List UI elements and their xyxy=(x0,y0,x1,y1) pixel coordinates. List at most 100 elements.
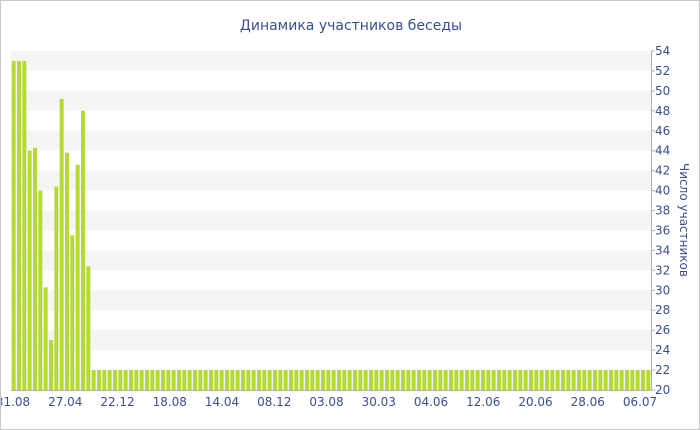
bar xyxy=(507,370,512,390)
bar xyxy=(203,370,208,390)
y-tick-label: 30 xyxy=(655,283,670,297)
x-tick-label: 30.03 xyxy=(362,395,396,409)
x-tick-label: 22.12 xyxy=(100,395,134,409)
bar xyxy=(230,370,235,390)
bar xyxy=(379,370,384,390)
bar xyxy=(390,370,395,390)
bar xyxy=(603,370,608,390)
grid-band xyxy=(11,130,651,151)
bar xyxy=(65,152,69,390)
bar xyxy=(609,370,613,390)
x-tick-label: 04.06 xyxy=(414,395,448,409)
bar xyxy=(209,370,213,390)
bar xyxy=(321,370,325,390)
bar xyxy=(257,370,261,390)
bar xyxy=(497,370,501,390)
bar xyxy=(70,235,75,390)
bar xyxy=(49,340,53,390)
y-axis-label: Число участников xyxy=(677,163,691,277)
grid-band xyxy=(11,51,651,71)
bar xyxy=(81,110,85,390)
bar xyxy=(433,370,437,390)
bar xyxy=(385,370,389,390)
bar xyxy=(486,370,491,390)
bar xyxy=(454,370,459,390)
bar xyxy=(27,150,32,390)
bar xyxy=(587,370,592,390)
y-tick-label: 36 xyxy=(655,223,670,237)
bar xyxy=(566,370,571,390)
y-tick-label: 22 xyxy=(655,363,670,377)
bar xyxy=(625,370,629,390)
y-tick-label: 50 xyxy=(655,84,670,98)
bar xyxy=(491,370,496,390)
bar xyxy=(577,370,581,390)
bar xyxy=(502,370,507,390)
bar xyxy=(134,370,139,390)
x-tick-label: 31.08 xyxy=(1,395,30,409)
bar xyxy=(225,370,229,390)
y-tick-label: 52 xyxy=(655,64,670,78)
bar xyxy=(438,370,443,390)
bar xyxy=(635,370,640,390)
bar xyxy=(539,370,544,390)
bar xyxy=(395,370,400,390)
bar xyxy=(219,370,224,390)
bar xyxy=(187,370,192,390)
bar xyxy=(113,370,117,390)
bar xyxy=(534,370,539,390)
bar xyxy=(171,370,176,390)
bar xyxy=(91,370,96,390)
grid-band xyxy=(11,250,651,271)
bar xyxy=(598,370,603,390)
y-tick-label: 42 xyxy=(655,164,670,178)
y-tick-label: 44 xyxy=(655,144,670,158)
y-tick-label: 26 xyxy=(655,323,670,337)
y-tick-label: 34 xyxy=(655,243,670,257)
bar xyxy=(363,370,368,390)
bar xyxy=(347,370,352,390)
bar xyxy=(289,370,293,390)
bar xyxy=(102,370,107,390)
bar xyxy=(193,370,197,390)
bar xyxy=(561,370,565,390)
bar xyxy=(235,370,240,390)
bar xyxy=(145,370,149,390)
bar xyxy=(43,287,48,390)
bar xyxy=(17,60,21,391)
bar xyxy=(422,370,427,390)
x-tick-label: 06.07 xyxy=(623,395,657,409)
bar xyxy=(305,370,309,390)
grid-band xyxy=(11,210,651,231)
bar xyxy=(299,370,304,390)
bar xyxy=(33,147,37,390)
bar xyxy=(241,370,245,390)
y-tick-label: 28 xyxy=(655,303,670,317)
bar xyxy=(475,370,480,390)
bar xyxy=(470,370,475,390)
bar xyxy=(118,370,123,390)
bar xyxy=(75,164,80,390)
y-axis: 20 22 24 26 28 30 32 34 36 38 40 42 44 46 48 50 52 54 xyxy=(651,44,670,397)
x-tick-label: 12.06 xyxy=(466,395,500,409)
grid-band xyxy=(11,170,651,191)
bar xyxy=(374,370,379,390)
bar xyxy=(54,186,59,390)
grid-band xyxy=(11,90,651,111)
grid-bands xyxy=(11,51,651,390)
y-tick-label: 46 xyxy=(655,124,670,138)
chart-title: Динамика участников беседы xyxy=(240,18,462,34)
grid-band xyxy=(11,330,651,351)
bar xyxy=(59,98,64,390)
x-tick-label: 03.08 xyxy=(309,395,343,409)
y-tick-label: 20 xyxy=(655,383,670,397)
bar xyxy=(593,370,597,390)
bar xyxy=(401,370,405,390)
bar xyxy=(214,370,219,390)
bar xyxy=(283,370,288,390)
bar xyxy=(331,370,336,390)
bar xyxy=(513,370,517,390)
bar xyxy=(465,370,469,390)
bar xyxy=(123,370,128,390)
